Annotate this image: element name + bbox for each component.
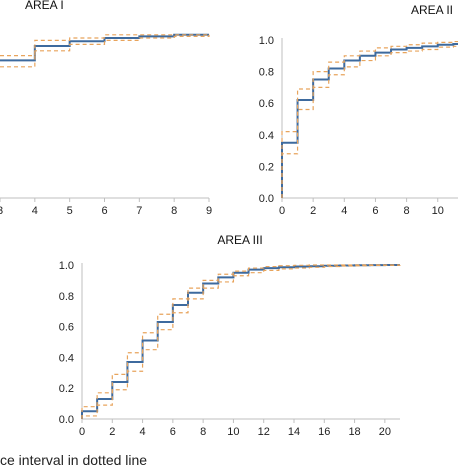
x-tick-label: 9 — [206, 205, 212, 217]
x-tick-label: 4 — [32, 205, 38, 217]
y-tick-label: 0.4 — [259, 130, 274, 142]
y-tick-label: 0.6 — [59, 322, 74, 334]
x-tick-label: 0 — [79, 426, 85, 438]
x-tick-label: 16 — [318, 426, 330, 438]
x-tick-label: 4 — [341, 205, 347, 217]
x-tick-label: 10 — [227, 426, 239, 438]
y-tick-label: 0.8 — [259, 67, 274, 79]
chart-panel-3: AREA III 0 2 4 6 8 10 12 14 16 18 20 0.0 0.2 0.4 0.6 0.8… — [59, 233, 401, 438]
chart-panel-2: AREA II 0 2 4 6 8 10 0.0 0.2 0.4 0.6 0.8 1.0 — [259, 3, 458, 217]
x-tick-label: 20 — [379, 426, 391, 438]
ci-upper-step-line — [81, 264, 400, 419]
cdf-step-line — [0, 33, 209, 62]
x-tick-label: 18 — [348, 426, 360, 438]
ci-upper-step-line — [0, 34, 209, 57]
y-tick-label: 0.2 — [59, 383, 74, 395]
y-tick-label: 0.4 — [59, 352, 74, 364]
x-tick-label: 2 — [310, 205, 316, 217]
chart-title: AREA III — [217, 233, 262, 247]
y-tick-label: 1.0 — [259, 35, 274, 47]
x-tick-label: 7 — [136, 205, 142, 217]
x-tick-label: 12 — [258, 426, 270, 438]
y-tick-label: 0.8 — [59, 291, 74, 303]
figure-caption: ce interval in dotted line — [0, 452, 148, 468]
x-tick-label: 6 — [372, 205, 378, 217]
x-tick-label: 5 — [67, 205, 73, 217]
y-tick-label: 0.0 — [59, 414, 74, 426]
chart-title: AREA II — [411, 3, 453, 17]
x-tick-label: 10 — [432, 205, 444, 217]
ci-lower-step-line — [281, 45, 458, 198]
x-tick-label: 4 — [140, 426, 146, 438]
x-tick-label: 8 — [404, 205, 410, 217]
ci-upper-step-line — [281, 40, 458, 198]
y-tick-label: 0.0 — [259, 193, 274, 205]
x-tick-label: 6 — [170, 426, 176, 438]
cdf-step-line — [81, 264, 400, 419]
x-tick-label: 8 — [171, 205, 177, 217]
y-tick-label: 0.2 — [259, 161, 274, 173]
cdf-step-line — [281, 42, 458, 198]
ci-lower-step-line — [81, 264, 401, 419]
x-tick-label: 14 — [288, 426, 300, 438]
ci-lower-step-line — [0, 34, 210, 68]
y-tick-label: 1.0 — [59, 260, 74, 272]
x-tick-label: 2 — [109, 426, 115, 438]
x-tick-label: 3 — [0, 205, 3, 217]
x-tick-label: 6 — [101, 205, 107, 217]
chart-title: AREA I — [25, 0, 64, 12]
x-tick-label: 0 — [279, 205, 285, 217]
y-tick-label: 0.6 — [259, 98, 274, 110]
x-tick-label: 8 — [200, 426, 206, 438]
chart-panel-1: AREA I 3 4 5 6 7 8 9 — [0, 0, 212, 217]
